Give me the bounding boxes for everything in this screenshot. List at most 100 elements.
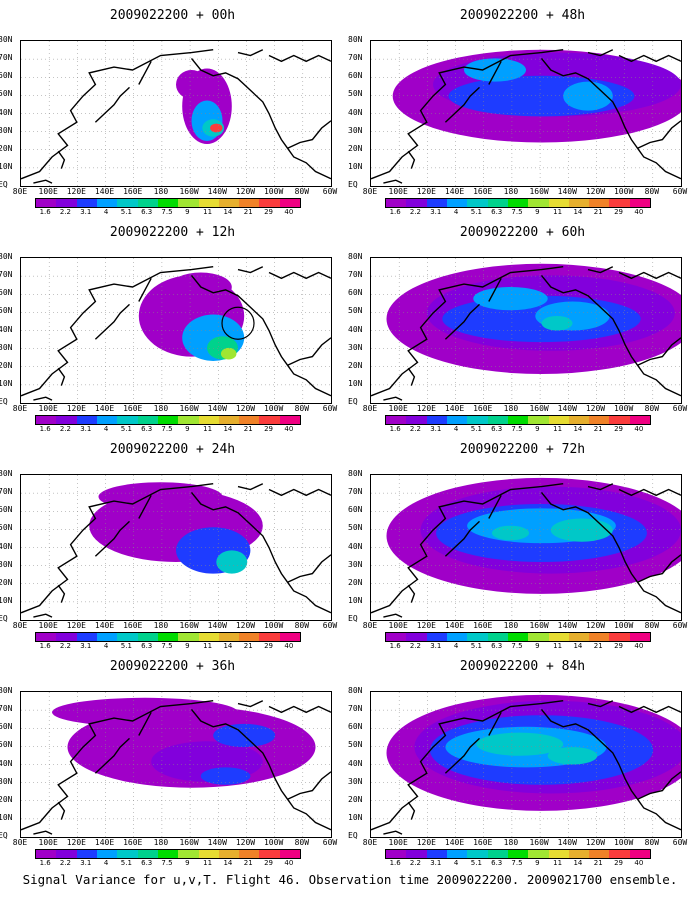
coastline [540,491,681,614]
map-panel: 2009022200 + 12h 80N 70N 60N 50N 40N 30N 20N 10N… [0,217,345,437]
colorbar-level-label: 40 [284,642,294,650]
colorbar-swatch [198,633,219,641]
lon-tick-label: 100E [388,404,408,413]
colorbar-level-label: 3.1 [430,642,442,650]
colorbar-level-label: 5.1 [120,208,132,216]
coastline [57,150,66,169]
colorbar-swatch [96,633,118,641]
lon-tick-label: 140W [557,621,577,630]
colorbar-level-label: 1.6 [389,425,401,433]
colorbar-level-label: 2.2 [409,859,422,867]
coastline [138,277,152,302]
colorbar-swatch [198,199,219,207]
lat-tick-label: 80N [348,469,363,478]
colorbar-swatch [239,199,260,207]
colorbar-level-label: 11 [553,859,563,867]
coastline [637,120,681,149]
lat-tick-label: 80N [348,252,363,261]
lon-tick-label: 80W [294,404,310,413]
colorbar-swatch [507,199,529,207]
lon-tick-label: 120W [585,838,606,847]
lat-tick-label: 40N [348,758,363,768]
lat-tick-label: 40N [0,541,13,551]
coastline [237,700,264,708]
lon-tick-label: 100E [388,187,408,196]
colorbar-level-label: 40 [284,208,294,216]
lon-tick-label: 160W [179,621,199,630]
colorbar-level-label: 14 [223,208,233,216]
lon-tick-label: 180 [503,838,519,847]
coastline [488,711,502,736]
colorbar-swatch [467,199,488,207]
lat-tick-label: EQ [0,831,8,840]
colorbar-swatch [259,633,280,641]
figure-caption: Signal Variance for u,v,T. Flight 46. Ob… [22,872,678,887]
colorbar-level-label: 29 [614,208,623,216]
colorbar-swatch [446,199,468,207]
colorbar-swatch [36,416,57,424]
coastline [444,86,480,123]
coastline [488,494,502,519]
coastline [407,367,416,386]
coastline [444,737,480,774]
variance-region [98,482,223,512]
lon-tick-label: 160W [529,187,549,196]
colorbar-level-label: 6.3 [491,642,503,650]
colorbar-swatch [239,850,260,858]
lat-tick-label: 30N [0,559,13,569]
variance-region [476,732,564,756]
colorbar-swatch [157,633,179,641]
colorbar-swatch [426,199,447,207]
coastline [138,711,152,736]
colorbar-swatch [218,199,240,207]
coastline [94,520,130,557]
map-svg [21,692,331,837]
colorbar-level-label: 9 [185,208,190,216]
coastline [33,613,53,618]
lon-tick-label: 80W [644,621,660,630]
colorbar-level-label: 2.2 [409,425,422,433]
lat-tick-label: 10N [0,161,13,171]
coastline [33,179,53,184]
colorbar-level-label: 40 [284,859,294,867]
colorbar-swatch [386,850,407,858]
colorbar-level-label: 5.1 [120,642,132,650]
map-plot [20,40,332,187]
coastline [637,554,681,583]
colorbar-swatch [426,416,447,424]
colorbar-level-label: 4 [103,208,109,216]
lat-tick-label: 10N [348,161,363,171]
coastline [138,60,152,85]
map-plot [370,691,682,838]
lon-tick-label: 180 [503,621,519,630]
colorbar-level-label: 40 [634,642,644,650]
colorbar-swatch [56,199,77,207]
lon-tick-label: 100E [38,404,58,413]
colorbar-swatch [507,416,529,424]
colorbar-labels: 1.6 2.2 3.1 4 5.1 6.3 7.5 9 11 14 21 29 40 [35,208,299,218]
lon-tick-label: 160E [473,187,493,196]
lat-tick-label: 10N [348,378,363,388]
lon-tick-label: 180 [503,404,519,413]
coastline [383,179,403,184]
colorbar-swatch [56,633,77,641]
lat-tick-label: 30N [348,559,363,569]
coastline [57,801,66,820]
colorbar-swatch [117,850,138,858]
colorbar-level-label: 6.3 [141,425,153,433]
colorbar-swatch [386,633,407,641]
coastline [268,705,331,714]
target-circle [221,306,255,340]
colorbar-swatch [548,850,569,858]
map-panel: 2009022200 + 36h 80N 70N 60N 50N 40N 30N 20N 10N… [0,651,345,871]
lat-tick-label: 50N [348,740,363,750]
colorbar-swatch [259,199,280,207]
colorbar-level-label: 6.3 [491,425,503,433]
colorbar-level-label: 11 [553,208,563,216]
coastline [587,266,614,274]
lat-tick-label: 30N [0,776,13,786]
colorbar-swatch [629,850,651,858]
lat-tick-label: 20N [0,143,13,153]
variance-region [52,697,238,727]
lat-tick-label: 40N [0,758,13,768]
